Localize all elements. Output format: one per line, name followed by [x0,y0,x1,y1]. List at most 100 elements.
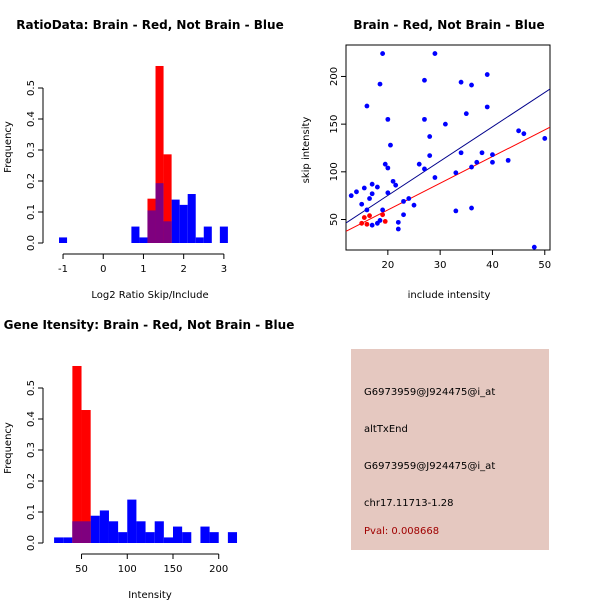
brain-point [359,220,365,226]
ratio-histogram-x-tick-label: 0 [100,264,106,275]
ratio-histogram-not-brain-bar [59,237,68,243]
probe-id-text: G6973959@J924475@i_at [364,387,496,398]
ratio-histogram-not-brain-bar [219,226,228,243]
not-brain-point [422,116,427,122]
gene-histogram-not-brain-bar [182,532,192,543]
probe-info-panel: G6973959@J924475@i_at altTxEnd G6973959@… [351,349,549,550]
not-brain-point [364,207,370,213]
not-brain-fit-line [346,88,550,224]
ratio-histogram-y-tick-label: 0.3 [26,142,37,158]
gene-histogram-y-tick-label: 0.1 [26,504,37,520]
gene-histogram-not-brain-bar [154,521,164,543]
not-brain-point [380,51,386,56]
gene-histogram-x-tick-label: 100 [118,564,137,575]
scatter-x-tick-label: 30 [434,260,447,271]
gene-histogram-y-tick-label: 0.3 [26,442,37,458]
brain-fit-line [346,126,550,232]
gene-histogram-axes: 50 100 150 200 0.0 0.1 0.2 0.3 0.4 0.5 [26,380,228,575]
not-brain-point [364,103,370,109]
gene-histogram-not-brain-bar [227,532,238,543]
not-brain-point [542,136,548,141]
gene-histogram-not-brain-bar [127,499,137,543]
gene-histogram-xlabel: Intensity [128,590,172,600]
gene-histogram-y-tick-label: 0.0 [26,535,37,551]
not-brain-point [359,201,365,207]
scatter-ylabel: skip intensity [301,117,312,184]
not-brain-point [395,219,401,225]
scatter-plot-area: 20 30 40 50 50 100 150 200 [329,44,551,271]
scatter-x-tick-label: 40 [486,260,499,271]
ratio-histogram-y-tick-label: 0.5 [26,80,37,96]
gene-histogram-not-brain-bar [118,532,128,543]
not-brain-point [354,189,359,195]
not-brain-point [401,212,406,218]
not-brain-point [406,196,412,201]
not-brain-point [388,142,393,148]
not-brain-point [484,72,490,77]
not-brain-point [427,153,433,159]
ratio-histogram-y-tick-label: 0.0 [26,235,37,251]
not-brain-point [474,159,480,165]
not-brain-point [416,161,422,167]
brain-point [367,213,372,219]
ratio-histogram-x-tick-label: -1 [58,264,68,275]
not-brain-point [463,111,469,117]
not-brain-point [382,161,388,167]
gene-histogram-ylabel: Frequency [3,422,14,474]
not-brain-point [411,202,417,208]
not-brain-point [385,190,391,196]
not-brain-point [422,77,427,83]
scatter-y-tick-label: 150 [329,115,340,134]
gene-histogram-title: Gene Itensity: Brain - Red, Not Brain - … [4,318,295,332]
ratio-histogram-y-tick-label: 0.2 [26,173,37,189]
not-brain-point [531,244,537,250]
ratio-histogram-xlabel: Log2 Ratio Skip/Include [91,290,208,301]
ratio-histogram-brain-bar [155,65,164,244]
not-brain-point [385,165,391,171]
not-brain-point [427,134,433,139]
scatter-xlabel: include intensity [408,290,491,301]
ratio-histogram-x-tick-label: 2 [180,264,186,275]
location-text: chr17.11713-1.28 [364,498,454,509]
gene-histogram-not-brain-bar [200,526,210,543]
scatter-y-tick-label: 100 [329,162,340,181]
gene-histogram-x-tick-label: 50 [75,564,88,575]
not-brain-point [432,175,438,180]
not-brain-point [401,198,406,204]
gene-histogram-overlap-bar [72,521,82,543]
not-brain-point [369,191,375,197]
gene-histogram-not-brain-bar [108,521,119,543]
not-brain-point [490,152,495,158]
brain-point [380,212,386,218]
gene-histogram-not-brain-bar [172,526,183,543]
ratio-histogram-y-tick-label: 0.1 [26,204,37,220]
not-brain-point [442,121,448,127]
ratio-histogram-x-tick-label: 1 [140,264,146,275]
brain-point [382,218,388,224]
gene-histogram-not-brain-bar [136,521,146,543]
gene-histogram-overlap-bar [81,521,91,543]
scatter-x-tick-label: 20 [381,260,394,271]
not-brain-point [422,166,427,172]
ratio-histogram-bars [59,65,228,244]
not-brain-point [432,51,438,56]
ratio-histogram-axes: -1 0 1 2 3 0.0 0.1 0.2 0.3 0.4 0.5 [26,80,227,275]
ratio-histogram-not-brain-bar [179,204,188,243]
not-brain-point [395,226,401,232]
not-brain-point [369,181,375,187]
not-brain-point [453,208,459,214]
not-brain-point [374,184,380,190]
brain-point [364,221,370,227]
ratio-histogram-ylabel: Frequency [3,121,14,173]
ratio-histogram-not-brain-bar [187,194,196,243]
gene-histogram-not-brain-bar [145,532,155,543]
not-brain-point [484,104,490,110]
gene-histogram-x-tick-label: 150 [163,564,182,575]
event-type-text: altTxEnd [364,424,408,435]
not-brain-point [469,82,474,88]
ratio-histogram-x-tick-label: 3 [221,264,227,275]
scatter-y-tick-label: 200 [329,67,340,86]
gene-histogram-not-brain-bar [209,532,219,543]
ratio-histogram-not-brain-bar [139,237,148,243]
